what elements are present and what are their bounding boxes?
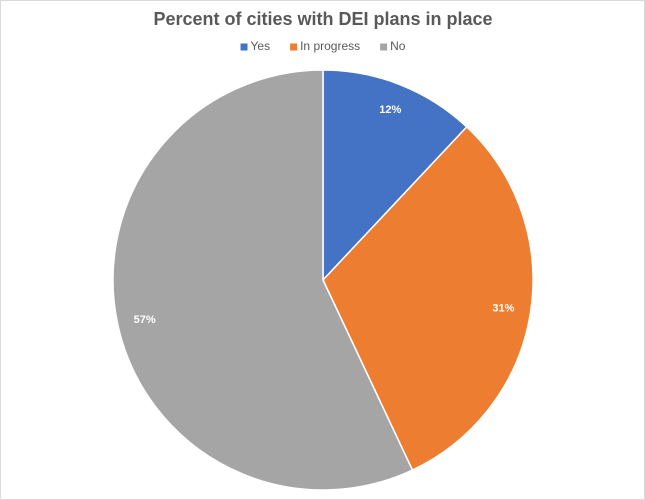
- legend-swatch: [240, 43, 248, 51]
- legend-label: In progress: [300, 39, 360, 53]
- pie-slice: [322, 69, 468, 282]
- data-label: 57%: [134, 314, 156, 326]
- legend: Yes In progress No: [240, 39, 406, 53]
- pie: 12% 31% 57%: [112, 69, 534, 491]
- legend-label: No: [390, 39, 406, 53]
- data-label: 31%: [492, 302, 514, 314]
- chart-title: Percent of cities with DEI plans in plac…: [153, 9, 492, 29]
- pie-slice: [112, 69, 414, 491]
- pie-slice: [322, 125, 534, 472]
- data-label: 12%: [379, 104, 401, 116]
- legend-label: Yes: [251, 39, 271, 53]
- legend-swatch: [380, 43, 388, 51]
- legend-swatch: [290, 43, 298, 51]
